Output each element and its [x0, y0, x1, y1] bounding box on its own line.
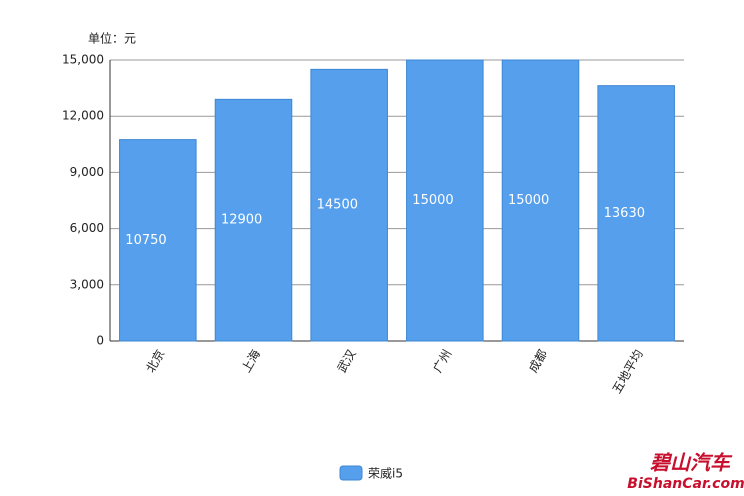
watermark: 碧山汽车	[650, 451, 733, 475]
value-label: 14500	[317, 198, 358, 213]
watermark: BiShanCar.com	[627, 476, 744, 492]
bar	[214, 98, 293, 342]
y-tick-label: 3,000	[70, 277, 104, 291]
y-tick-label: 12,000	[62, 109, 104, 123]
unit-label: 单位：元	[88, 31, 136, 46]
value-label: 15000	[508, 193, 549, 208]
value-label: 15000	[412, 193, 453, 208]
x-tick-label: 武汉	[335, 347, 359, 375]
bar	[310, 68, 388, 342]
x-tick-label: 五地平均	[610, 347, 646, 396]
value-label: 12900	[221, 213, 262, 228]
x-tick-label: 成都	[526, 347, 550, 375]
bar	[119, 139, 197, 342]
y-tick-label: 0	[96, 334, 104, 348]
legend-swatch	[339, 465, 363, 481]
bar	[501, 59, 580, 342]
x-tick-label: 上海	[238, 347, 263, 375]
bar	[406, 59, 484, 342]
bar	[597, 85, 675, 342]
value-label: 13630	[604, 206, 645, 221]
y-tick-label: 15,000	[62, 53, 104, 67]
x-tick-label: 北京	[143, 347, 167, 375]
legend-label: 荣威i5	[368, 467, 403, 481]
x-tick-label: 广州	[430, 347, 454, 375]
y-tick-label: 9,000	[70, 165, 104, 179]
value-label: 10750	[125, 233, 166, 248]
y-tick-label: 6,000	[70, 221, 104, 235]
